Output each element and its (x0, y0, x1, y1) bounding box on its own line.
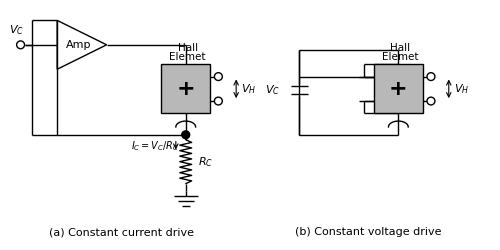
Circle shape (427, 73, 435, 80)
Text: $V_H$: $V_H$ (454, 82, 469, 96)
Bar (161, 64, 210, 113)
Text: Elemet: Elemet (170, 52, 206, 62)
Text: +: + (176, 79, 195, 99)
Text: Hall: Hall (390, 43, 410, 53)
Text: $R_C$: $R_C$ (198, 155, 212, 168)
Text: $V_C$: $V_C$ (264, 84, 280, 97)
Text: (a) Constant current drive: (a) Constant current drive (49, 228, 194, 237)
Text: $V_H$: $V_H$ (241, 82, 256, 96)
Circle shape (214, 73, 222, 80)
Text: $V_C$: $V_C$ (9, 23, 24, 37)
Text: $I_C = V_C / R_C$: $I_C = V_C / R_C$ (132, 140, 180, 153)
Circle shape (16, 41, 24, 49)
Bar (374, 64, 423, 113)
Text: (b) Constant voltage drive: (b) Constant voltage drive (296, 228, 442, 237)
Text: Hall: Hall (178, 43, 198, 53)
Text: +: + (389, 79, 407, 99)
Text: Elemet: Elemet (382, 52, 418, 62)
Circle shape (182, 131, 190, 139)
Circle shape (214, 97, 222, 105)
Text: Amp: Amp (66, 40, 92, 50)
Circle shape (427, 97, 435, 105)
